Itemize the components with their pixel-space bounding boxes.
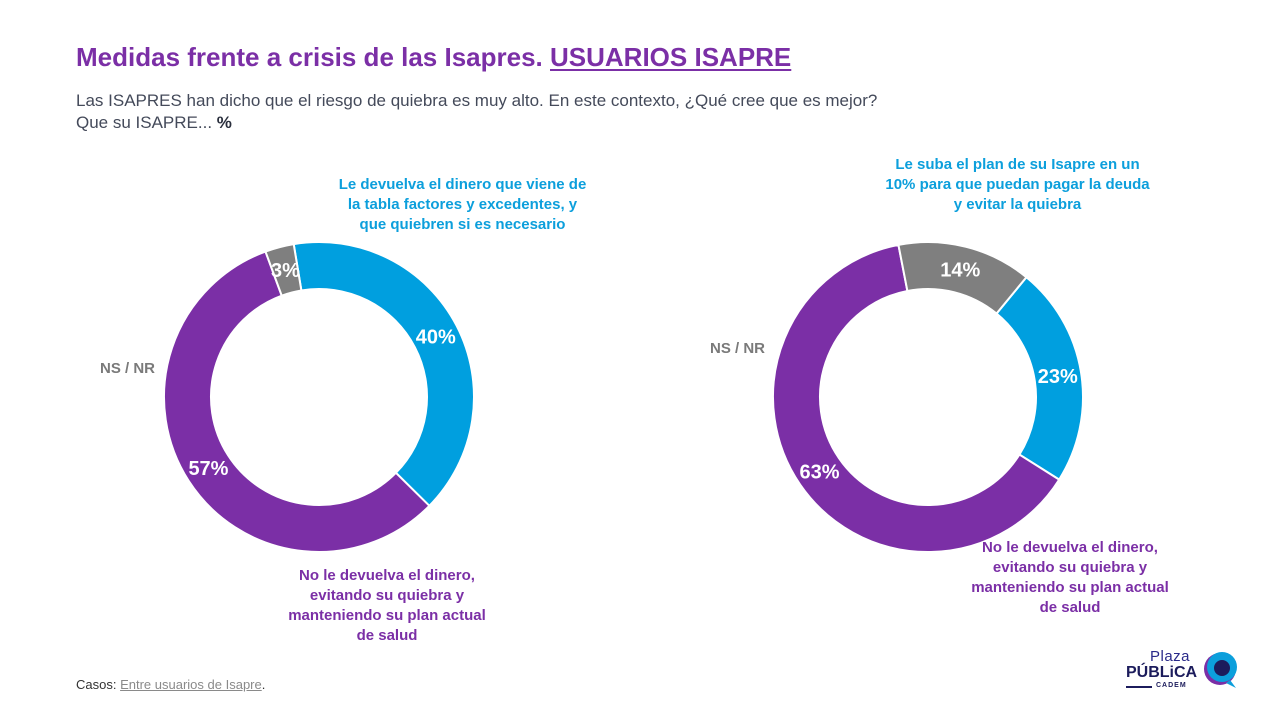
donut-1-slice-2 — [897, 241, 1028, 315]
title-main: Medidas frente a crisis de las Isapres. — [76, 42, 543, 72]
donut-0-slice-1 — [163, 250, 431, 553]
logo-underline — [1126, 686, 1152, 688]
chart-title: Medidas frente a crisis de las Isapres. … — [76, 42, 791, 73]
subtitle-prompt: Que su ISAPRE... — [76, 113, 213, 132]
left-label-keep-plan: No le devuelva el dinero, evitando su qu… — [288, 567, 486, 644]
donut-1-slice-1 — [772, 243, 1061, 553]
donut-chart-left: 40% 57% 3% — [163, 241, 475, 553]
logo-publica: PÚBLiCA — [1126, 664, 1198, 681]
subtitle-unit: % — [216, 113, 232, 132]
subtitle-question: Las ISAPRES han dicho que el riesgo de q… — [76, 91, 878, 110]
left-label-nsnr: NS / NR — [99, 360, 155, 377]
left-label-return-money: Le devuelva el dinero que viene de la ta… — [338, 176, 587, 233]
logo-cadem: CADEM — [1156, 682, 1187, 689]
donut-0-value-label-2: 3% — [271, 260, 300, 282]
right-label-keep-plan: No le devuelva el dinero, evitando su qu… — [971, 539, 1169, 616]
title-highlight: USUARIOS ISAPRE — [550, 42, 792, 72]
footer-cases: Casos: Entre usuarios de Isapre. — [76, 677, 266, 692]
donut-1-value-label-0: 23% — [1038, 366, 1078, 388]
donut-1-value-label-1: 63% — [799, 461, 839, 483]
logo-plaza: Plaza — [1150, 648, 1191, 665]
speech-bubble-icon — [1204, 652, 1237, 688]
footer-prefix: Casos — [76, 677, 113, 692]
donut-1-value-label-2: 14% — [940, 260, 980, 282]
subtitle-prompt-line: Que su ISAPRE... % — [76, 112, 1076, 134]
plaza-publica-logo: Plaza PÚBLiCA CADEM — [1122, 648, 1242, 692]
footer-source-link[interactable]: Entre usuarios de Isapre — [120, 677, 262, 692]
donut-0-slice-0 — [292, 241, 475, 508]
donut-0-value-label-1: 57% — [188, 458, 228, 480]
right-label-nsnr: NS / NR — [709, 340, 765, 357]
donut-chart-right: 23% 63% 14% — [772, 241, 1084, 553]
right-label-raise-plan: Le suba el plan de su Isapre en un 10% p… — [885, 156, 1150, 213]
donut-0-value-label-0: 40% — [416, 326, 456, 348]
donut-0-slice-2 — [264, 242, 303, 297]
chart-subtitle: Las ISAPRES han dicho que el riesgo de q… — [76, 90, 1076, 134]
